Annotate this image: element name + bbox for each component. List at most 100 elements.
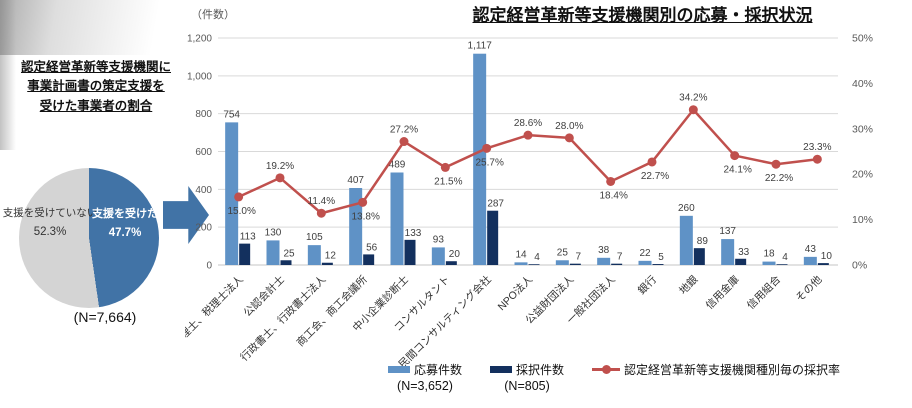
pie-title-line-2: 事業計画書の策定支援を: [27, 79, 165, 94]
bar-applications: [514, 262, 528, 265]
line-point: [812, 154, 822, 164]
legend-label: 認定経営革新等支援機関種別毎の採択率: [624, 363, 841, 377]
bar-applications-value: 105: [306, 232, 323, 243]
legend-item: 応募件数 (N=3,652): [388, 361, 462, 393]
bar-adopted: [445, 261, 457, 265]
bar-applications-value: 14: [515, 249, 527, 260]
bar-applications: [721, 239, 735, 265]
bar-adopted: [735, 258, 747, 265]
rate-percent-label: 34.2%: [679, 93, 707, 104]
bar-adopted-value: 20: [449, 249, 461, 260]
bar-applications: [555, 260, 569, 265]
bar-applications-value: 754: [223, 109, 240, 120]
y-axis-right-label: 0%: [852, 260, 867, 272]
bar-applications: [762, 261, 776, 265]
bar-applications-value: 25: [557, 247, 569, 258]
line-point: [275, 173, 285, 183]
bar-applications-value: 1,117: [468, 41, 493, 52]
category-label: 銀行: [635, 273, 659, 297]
category-label: その他: [793, 273, 825, 305]
y-axis-left-label: 200: [195, 223, 212, 234]
legend-bar-swatch: [490, 366, 513, 373]
line-point: [399, 137, 409, 147]
bar-adopted-value: 4: [534, 252, 540, 263]
bar-applications-value: 137: [719, 226, 736, 237]
y-axis-left-label: 1,200: [187, 34, 212, 45]
y-axis-right-label: 10%: [852, 214, 873, 226]
y-axis-left-label: 800: [195, 109, 212, 120]
legend-item: 認定経営革新等支援機関種別毎の採択率: [592, 361, 840, 378]
bar-applications: [349, 188, 363, 265]
pie-slice-percent: 52.3%: [33, 225, 67, 238]
rate-percent-label: 25.7%: [475, 157, 503, 168]
bar-applications: [390, 172, 404, 265]
bar-adopted-value: 10: [821, 251, 833, 262]
y-axis-left-label: 400: [195, 185, 212, 196]
y-axis-left-label: 1,000: [187, 71, 212, 82]
bar-adopted: [528, 264, 540, 265]
bar-adopted: [280, 260, 292, 265]
category-label: 税理士、税理士法人: [185, 273, 246, 349]
rate-percent-label: 23.3%: [803, 142, 831, 153]
category-label: 地銀: [676, 273, 700, 297]
bar-applications-value: 38: [598, 245, 610, 256]
line-point: [316, 208, 326, 218]
rate-percent-label: 11.4%: [308, 196, 336, 207]
rate-percent-label: 27.2%: [390, 125, 418, 136]
bar-applications: [266, 240, 280, 265]
bar-adopted-value: 287: [487, 199, 504, 210]
pie-slice-name: 支援を受けていない: [2, 207, 98, 219]
pie-chart-title: 認定経営革新等支援機関に 事業計画書の策定支援を 受けた事業者の割合: [0, 58, 192, 116]
bar-adopted-value: 12: [325, 251, 337, 262]
rate-percent-label: 15.0%: [227, 206, 255, 217]
bar-adopted: [363, 254, 375, 265]
line-point: [234, 192, 244, 202]
bar-adopted: [404, 239, 416, 265]
line-point: [730, 151, 740, 161]
bar-applications: [803, 256, 817, 265]
pie-slice-label-not-supported: 支援を受けていない 52.3%: [0, 205, 102, 242]
category-label: 信用組合: [744, 273, 783, 312]
y-axis-left-label: 600: [195, 147, 212, 158]
rate-percent-label: 24.1%: [723, 165, 751, 176]
bar-adopted: [487, 210, 499, 265]
rate-percent-label: 21.5%: [434, 176, 462, 187]
legend-sample-size: (N=3,652): [397, 379, 453, 393]
rate-percent-label: 18.4%: [599, 190, 627, 201]
legend-item: 採択件数 (N=805): [490, 361, 564, 393]
bar-applications: [307, 245, 321, 265]
bar-adopted-value: 25: [283, 248, 295, 259]
pie-slice-percent: 47.7%: [108, 226, 142, 239]
bar-adopted-value: 89: [697, 236, 709, 247]
rate-percent-label: 22.2%: [765, 173, 793, 184]
bar-applications-value: 407: [347, 175, 364, 186]
category-label: 商工会、商工会議所: [294, 273, 370, 349]
rate-percent-label: 19.2%: [266, 161, 294, 172]
y-axis-unit-label: （件数）: [191, 9, 235, 21]
rate-percent-label: 22.7%: [641, 171, 669, 182]
bar-applications-value: 43: [805, 244, 817, 255]
bar-adopted: [652, 264, 664, 265]
bar-adopted: [776, 264, 788, 265]
legend-label: 採択件数: [516, 363, 565, 377]
bar-adopted: [693, 248, 705, 265]
bar-adopted-value: 113: [240, 232, 256, 243]
legend-bar-swatch: [388, 366, 410, 373]
legend-line-swatch: [592, 365, 621, 374]
pie-title-line-1: 認定経営革新等支援機関に: [20, 60, 171, 74]
bar-applications: [597, 257, 611, 265]
bar-adopted-value: 7: [617, 252, 623, 263]
line-point: [482, 143, 492, 153]
rate-percent-label: 13.8%: [351, 211, 379, 222]
scan-shadow-edge: [0, 0, 16, 150]
pie-slice-name: 支援を受けた: [92, 208, 158, 220]
bar-adopted-value: 133: [405, 228, 422, 239]
main-chart-title: 認定経営革新等支援機関別の応募・採択状況: [472, 6, 813, 25]
line-point: [358, 197, 368, 207]
line-point: [440, 162, 450, 172]
bar-adopted: [611, 263, 623, 265]
rate-percent-label: 28.6%: [514, 118, 542, 129]
bar-line-combo-chart: 0 200 400 600 800 1,000 1,200 0% 10% 20% 30% 40% 50%…: [185, 33, 873, 371]
bar-adopted: [239, 243, 251, 265]
